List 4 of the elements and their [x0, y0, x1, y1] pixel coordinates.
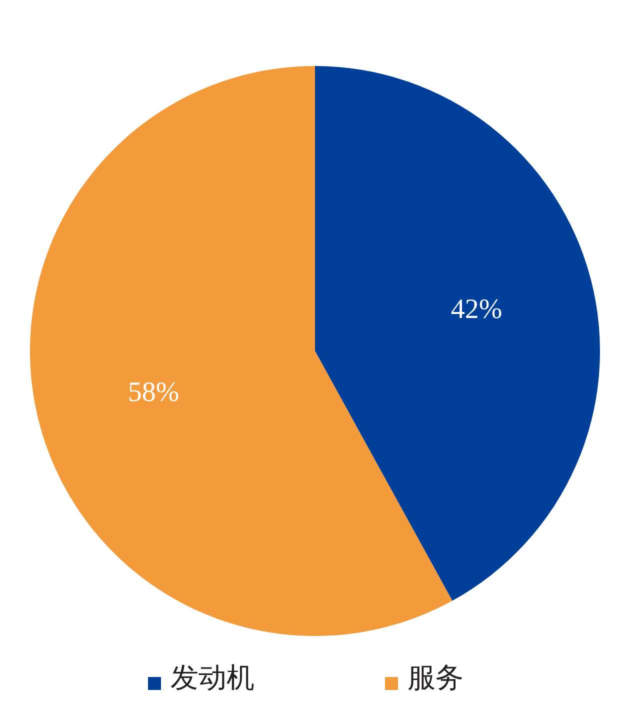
data-label: 58%	[128, 376, 180, 408]
legend-label: 服务	[408, 663, 464, 694]
data-label: 42%	[450, 294, 502, 326]
legend-label: 发动机	[170, 663, 254, 694]
